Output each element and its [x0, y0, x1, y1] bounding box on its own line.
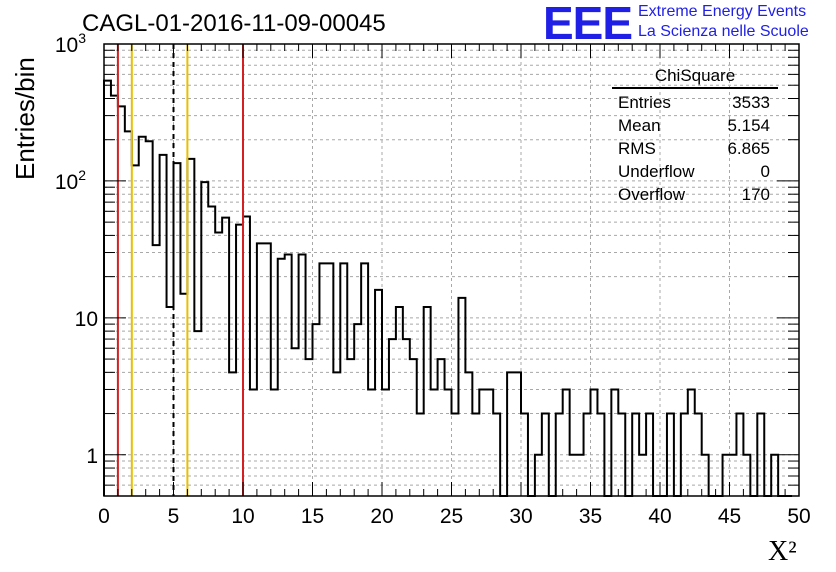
- stats-label: Underflow: [618, 162, 695, 181]
- x-tick-label: 15: [301, 505, 324, 528]
- x-tick-label: 30: [509, 505, 532, 528]
- y-tick-exponent: 2: [78, 167, 86, 183]
- y-tick-label: 10: [75, 308, 98, 331]
- x-tick-label: 50: [787, 505, 810, 528]
- y-tick-exponent: 3: [78, 30, 86, 46]
- y-tick-label: 103: [55, 30, 86, 57]
- stats-value: 5.154: [727, 116, 770, 135]
- stats-label: Overflow: [618, 185, 686, 204]
- stats-label: Mean: [618, 116, 661, 135]
- x-tick-label: 20: [370, 505, 393, 528]
- y-tick-label: 1: [86, 445, 98, 468]
- stats-row-rms: RMS 6.865: [610, 137, 778, 160]
- y-tick-label: 102: [55, 167, 86, 194]
- stats-value: 3533: [732, 93, 770, 112]
- stats-value: 170: [741, 185, 770, 204]
- stats-value: 0: [760, 162, 770, 181]
- x-tick-label: 35: [579, 505, 602, 528]
- run-title: CAGL-01-2016-11-09-00045: [82, 10, 386, 37]
- stats-value: 6.865: [727, 139, 770, 158]
- stats-label: Entries: [618, 93, 671, 112]
- x-tick-label: 10: [231, 505, 254, 528]
- x-tick-label: 25: [440, 505, 463, 528]
- stats-box: ChiSquare Entries 3533 Mean 5.154 RMS 6.865 Un…: [610, 66, 778, 206]
- stats-title: ChiSquare: [612, 66, 778, 89]
- stats-label: RMS: [618, 139, 656, 158]
- x-tick-label: 0: [98, 505, 110, 528]
- x-axis-label: X²: [768, 536, 797, 567]
- eee-logo: EEE: [543, 0, 633, 49]
- x-tick-label: 45: [718, 505, 741, 528]
- stats-row-mean: Mean 5.154: [610, 114, 778, 137]
- stats-rows: Entries 3533 Mean 5.154 RMS 6.865 Underflow 0 Ov…: [610, 91, 778, 206]
- stats-row-entries: Entries 3533: [610, 91, 778, 114]
- x-tick-label: 5: [168, 505, 180, 528]
- logo-subtitle-line2: La Scienza nelle Scuole: [638, 23, 809, 40]
- histogram-outline: [103, 79, 793, 497]
- stats-row-underflow: Underflow 0: [610, 160, 778, 183]
- logo-subtitle-line1: Extreme Energy Events: [638, 3, 807, 20]
- x-tick-label: 40: [648, 505, 671, 528]
- stats-row-overflow: Overflow 170: [610, 183, 778, 206]
